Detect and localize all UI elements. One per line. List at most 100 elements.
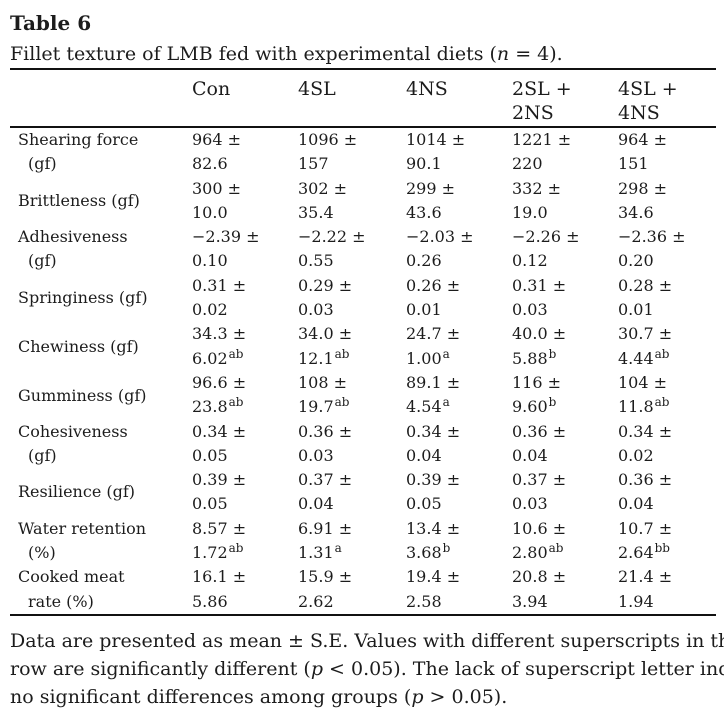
table-title: Table 6 [10, 11, 92, 35]
cell-mean-value: 96.6 ± [192, 372, 247, 392]
cell-mean-value: −2.22 ± [298, 227, 366, 247]
data-cell: 0.29 ± 0.03 [298, 274, 406, 323]
column-header-line: 4NS [406, 78, 448, 100]
cell-se-value: 82.6 [192, 154, 228, 174]
data-cell: 964 ± 82.6 [192, 128, 298, 177]
cell-se-value: 6.02ab [192, 346, 244, 368]
data-cell: −2.39 ± 0.10 [192, 225, 298, 274]
significance-superscript: a [442, 346, 450, 361]
row-label: Gumminess (gf) [10, 371, 192, 421]
footnote-line: row are significantly different (p < 0.0… [10, 655, 724, 683]
cell-mean-value: 299 ± [406, 178, 456, 198]
cell-mean-value: 20.8 ± [512, 567, 567, 587]
column-header-line: 4SL [298, 78, 336, 100]
table-row: Cooked meat rate (%) 16.1 ±5.86 15.9 ±2.62 1… [10, 565, 716, 614]
row-label-line: Cooked meat [18, 567, 125, 587]
column-header-line: 4NS [618, 102, 660, 124]
footnote-text: Data are presented as mean ± S.E. Values… [10, 629, 724, 652]
data-cell: −2.36 ± 0.20 [618, 225, 716, 274]
row-label: Cooked meat rate (%) [10, 565, 192, 614]
cell-mean-value: −2.26 ± [512, 227, 580, 247]
data-cell: 34.0 ±12.1ab [298, 322, 406, 372]
data-cell: 1014 ± 90.1 [406, 128, 512, 177]
cell-se-value: 0.01 [618, 300, 654, 320]
data-cell: 10.7 ± 2.64bb [618, 517, 716, 567]
row-label-line: (gf) [28, 251, 57, 271]
data-cell: 13.4 ± 3.68b [406, 517, 512, 567]
cell-se-value: 0.04 [512, 445, 548, 465]
cell-se-value: 10.0 [192, 202, 228, 222]
caption-text: = 4). [509, 43, 563, 65]
caption-text: Fillet texture of LMB fed with experimen… [10, 43, 497, 65]
row-label-line: (%) [28, 543, 56, 563]
row-label-line: Resilience (gf) [18, 482, 136, 502]
significance-superscript: ab [228, 395, 244, 410]
column-header-con: Con [192, 77, 298, 126]
table-footnote: Data are presented as mean ± S.E. Values… [10, 627, 724, 711]
data-cell: 0.34 ± 0.04 [406, 420, 512, 469]
cell-se-value: 157 [298, 154, 329, 174]
cell-mean-value: 10.7 ± [618, 518, 673, 538]
data-cell: −2.03 ± 0.26 [406, 225, 512, 274]
row-label-line: Chewiness (gf) [18, 337, 139, 357]
cell-mean-value: 0.31 ± [512, 275, 567, 295]
table-caption: Fillet texture of LMB fed with experimen… [10, 40, 716, 68]
cell-se-value: 5.86 [192, 591, 228, 611]
cell-mean-value: 30.7 ± [618, 324, 673, 344]
data-cell: 0.39 ± 0.05 [192, 468, 298, 517]
row-label-line: Water retention [18, 518, 147, 538]
cell-mean-value: 10.6 ± [512, 518, 567, 538]
table-row: Adhesiveness (gf) −2.39 ±0.10 −2.22 ±0.55 −2… [10, 225, 716, 274]
footnote-line: Data are presented as mean ± S.E. Values… [10, 627, 724, 655]
significance-superscript: bb [654, 541, 670, 556]
data-cell: 0.36 ± 0.04 [512, 420, 618, 469]
significance-superscript: ab [654, 346, 670, 361]
row-label-line: Shearing force [18, 130, 139, 149]
cell-mean-value: 89.1 ± [406, 372, 461, 392]
table-bottom-rule [10, 613, 716, 616]
cell-se-value: 0.03 [512, 494, 548, 514]
cell-mean-value: 300 ± [192, 178, 242, 198]
row-label-line: Gumminess (gf) [18, 385, 147, 405]
data-cell: 0.36 ± 0.03 [298, 420, 406, 469]
data-cell: 0.37 ± 0.04 [298, 468, 406, 517]
column-header-line: 4SL + [618, 78, 678, 100]
data-cell: 299 ± 43.6 [406, 177, 512, 226]
significance-superscript: a [334, 541, 342, 556]
cell-mean-value: 0.36 ± [618, 470, 673, 490]
caption-italic-var: n [496, 43, 510, 65]
cell-se-value: 1.31a [298, 541, 342, 563]
cell-se-value: 0.04 [618, 494, 654, 514]
data-cell: 1221 ± 220 [512, 128, 618, 177]
footnote-text: > 0.05). [423, 685, 508, 708]
footnote-italic-var: p [310, 657, 323, 680]
table-row: Chewiness (gf) 34.3 ±6.02ab 34.0 ±12.1ab 24… [10, 322, 716, 371]
data-cell: 332 ± 19.0 [512, 177, 618, 226]
cell-se-value: 0.20 [618, 251, 654, 271]
cell-mean-value: 0.28 ± [618, 275, 673, 295]
cell-mean-value: 34.0 ± [298, 324, 353, 344]
data-cell: 0.26 ± 0.01 [406, 274, 512, 323]
footnote-italic-var: p [411, 685, 424, 708]
data-cell: 19.4 ± 2.58 [406, 565, 512, 614]
cell-se-value: 0.04 [298, 494, 334, 514]
cell-mean-value: 8.57 ± [192, 518, 247, 538]
cell-se-value: 0.03 [298, 300, 334, 320]
table-top-rule [10, 68, 716, 70]
significance-superscript: b [548, 346, 557, 361]
data-cell: 0.31 ± 0.02 [192, 274, 298, 323]
significance-superscript: ab [228, 346, 244, 361]
column-header-line: 2NS [512, 102, 554, 124]
footnote-text: row are significantly different ( [10, 657, 311, 680]
table-row: Gumminess (gf) 96.6 ± 23.8ab 108 ± 19.7ab 89.… [10, 371, 716, 420]
cell-se-value: 4.44ab [618, 346, 670, 368]
cell-mean-value: 0.34 ± [618, 421, 673, 441]
data-cell: 20.8 ± 3.94 [512, 565, 618, 614]
cell-se-value: 1.72ab [192, 541, 244, 563]
cell-mean-value: 298 ± [618, 178, 668, 198]
row-label: Adhesiveness (gf) [10, 225, 192, 274]
cell-se-value: 35.4 [298, 202, 334, 222]
row-label-line: (gf) [28, 154, 57, 174]
table-row: Springiness (gf) 0.31 ±0.02 0.29 ±0.03 0.26… [10, 274, 716, 323]
